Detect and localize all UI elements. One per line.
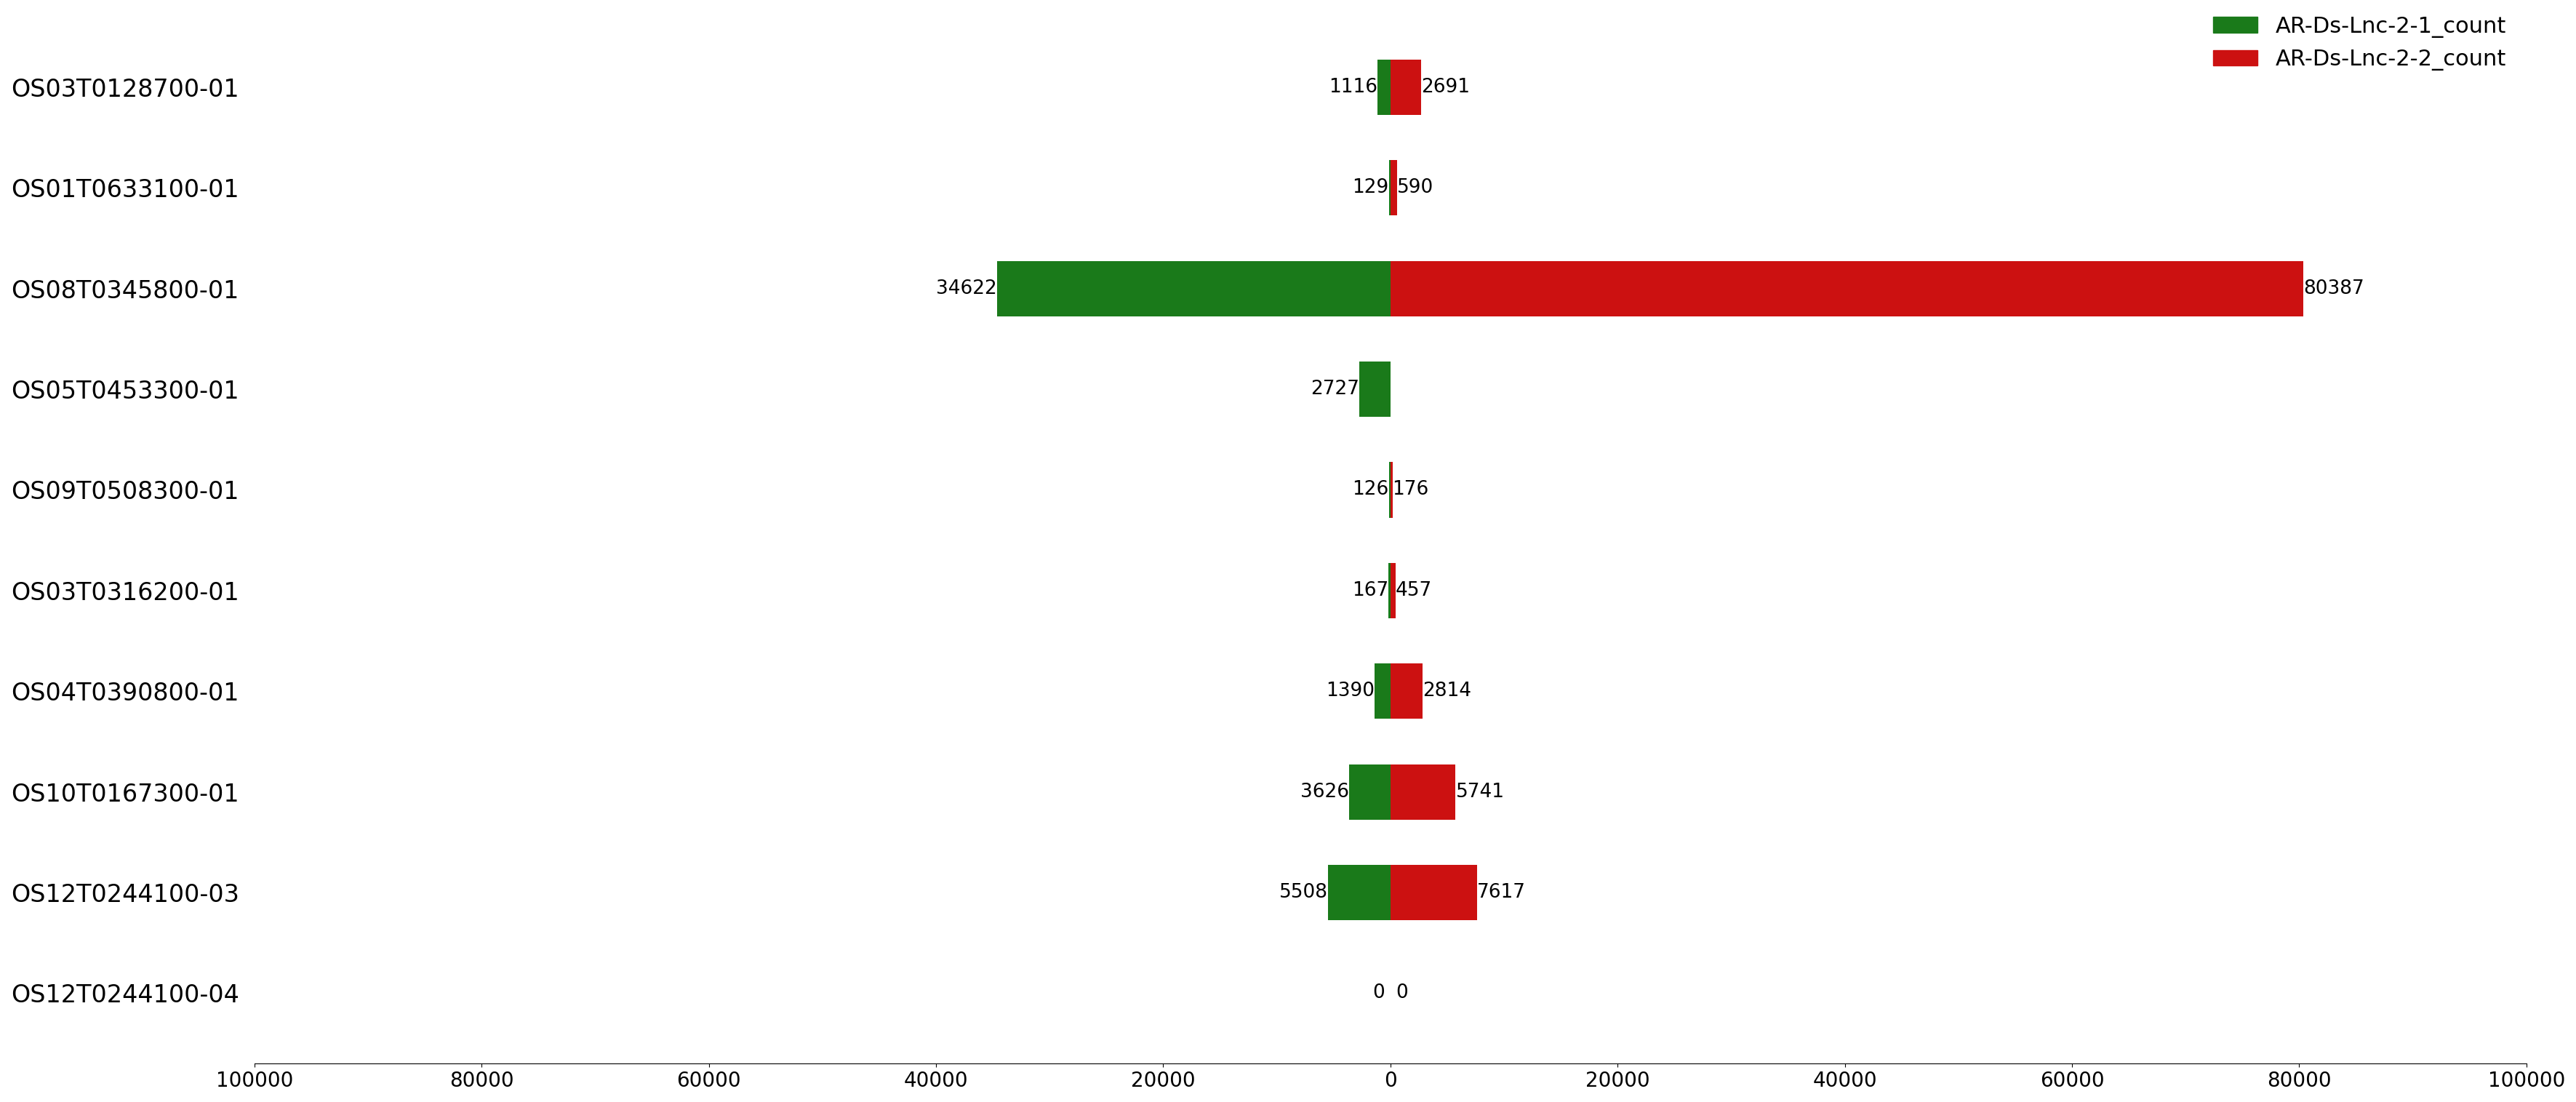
Legend: AR-Ds-Lnc-2-1_count, AR-Ds-Lnc-2-2_count: AR-Ds-Lnc-2-1_count, AR-Ds-Lnc-2-2_count [2205,7,2514,79]
Text: 2814: 2814 [1422,682,1471,701]
Text: 1116: 1116 [1329,78,1378,97]
Bar [1391,160,1396,216]
Bar [1391,563,1396,618]
Text: 5508: 5508 [1280,883,1327,901]
Bar [1378,60,1391,115]
Bar [1391,261,2303,316]
Text: 5741: 5741 [1455,782,1504,801]
Bar [1327,865,1391,920]
Text: 3626: 3626 [1301,782,1350,801]
Text: 7617: 7617 [1476,883,1525,901]
Bar [1391,865,1476,920]
Text: 80387: 80387 [2303,279,2365,298]
Text: 1390: 1390 [1327,682,1376,701]
Text: 0: 0 [1396,984,1409,1003]
Bar [1391,663,1422,719]
Text: 2691: 2691 [1422,78,1471,97]
Text: 34622: 34622 [935,279,997,298]
Bar [997,261,1391,316]
Bar [1391,764,1455,820]
Bar [1360,361,1391,417]
Text: 176: 176 [1394,480,1430,499]
Bar [1391,60,1422,115]
Bar [1350,764,1391,820]
Text: 167: 167 [1352,581,1388,599]
Text: 129: 129 [1352,179,1388,197]
Text: 0: 0 [1373,984,1386,1003]
Text: 126: 126 [1352,480,1388,499]
Text: 590: 590 [1396,179,1435,197]
Text: 457: 457 [1396,581,1432,599]
Bar [1376,663,1391,719]
Text: 2727: 2727 [1311,380,1360,399]
